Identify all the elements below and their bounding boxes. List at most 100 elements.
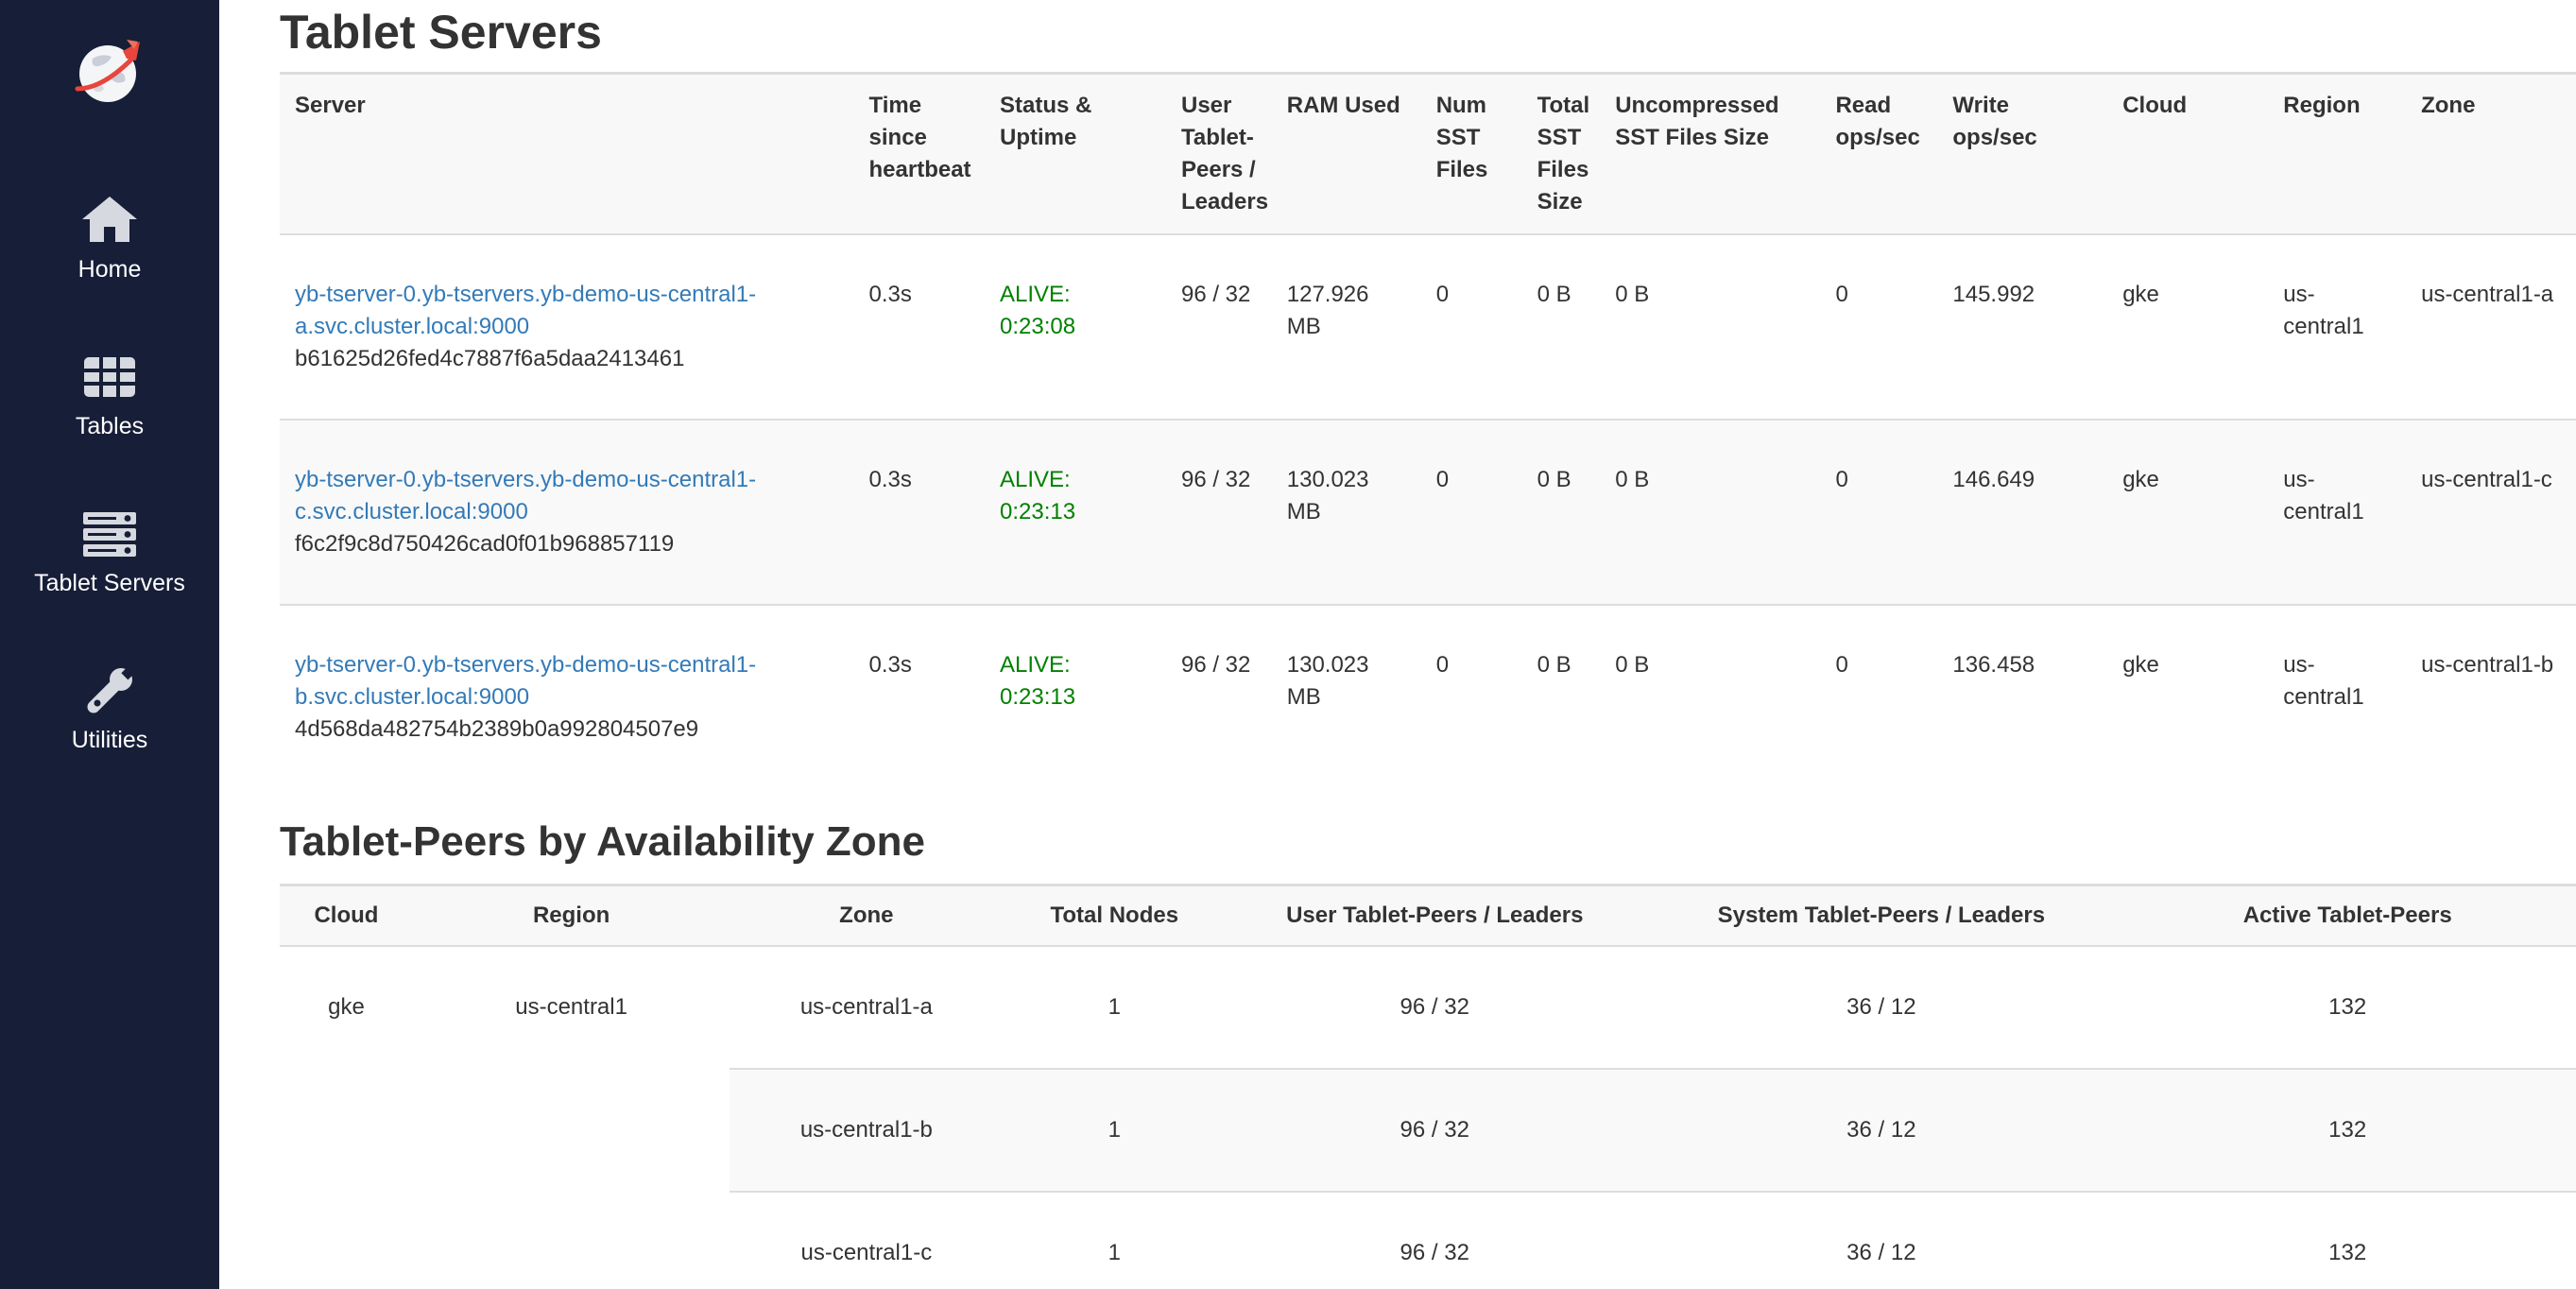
table-header-row: Cloud Region Zone Total Nodes User Table… (280, 885, 2576, 947)
status-badge: ALIVE: 0:23:13 (1000, 652, 1075, 710)
cell-total-sst: 0 B (1522, 420, 1601, 605)
cell-total-nodes: 1 (1003, 1192, 1226, 1289)
tables-icon (80, 348, 139, 406)
cell-total-nodes: 1 (1003, 946, 1226, 1069)
cell-zone: us-central1-b (730, 1069, 1003, 1192)
cell-active-tp: 132 (2119, 946, 2576, 1069)
cell-heartbeat: 0.3s (854, 420, 986, 605)
col-active-tablet-peers: Active Tablet-Peers (2119, 885, 2576, 947)
sidebar: Home Tables (0, 0, 219, 1289)
col-cloud: Cloud (280, 885, 413, 947)
cell-heartbeat: 0.3s (854, 234, 986, 420)
col-server: Server (280, 74, 854, 235)
table-row: yb-tserver-0.yb-tservers.yb-demo-us-cent… (280, 605, 2576, 789)
cell-ram: 130.023 MB (1272, 420, 1421, 605)
col-zone: Zone (2406, 74, 2576, 235)
cell-zone: us-central1-b (2406, 605, 2576, 789)
cell-num-sst: 0 (1421, 420, 1522, 605)
cell-status: ALIVE: 0:23:13 (985, 605, 1166, 789)
sidebar-item-label: Utilities (0, 726, 219, 754)
cell-server: yb-tserver-0.yb-tservers.yb-demo-us-cent… (280, 605, 854, 789)
cell-write-ops: 136.458 (1937, 605, 2107, 789)
cell-cloud: gke (280, 946, 413, 1289)
cell-system-tp: 36 / 12 (1643, 1192, 2119, 1289)
col-user-tablet-peers: User Tablet-Peers / Leaders (1226, 885, 1643, 947)
table-row: yb-tserver-0.yb-tservers.yb-demo-us-cent… (280, 234, 2576, 420)
server-uuid: f6c2f9c8d750426cad0f01b968857119 (295, 528, 839, 560)
col-ram: RAM Used (1272, 74, 1421, 235)
table-row: yb-tserver-0.yb-tservers.yb-demo-us-cent… (280, 420, 2576, 605)
col-zone: Zone (730, 885, 1003, 947)
cell-uncompressed-sst: 0 B (1600, 605, 1820, 789)
main-content: Tablet Servers Server Time since heartbe… (219, 6, 2576, 1289)
col-cloud: Cloud (2107, 74, 2268, 235)
col-system-tablet-peers: System Tablet-Peers / Leaders (1643, 885, 2119, 947)
cell-user-tablet-peers: 96 / 32 (1166, 234, 1272, 420)
az-table: Cloud Region Zone Total Nodes User Table… (280, 884, 2576, 1289)
cell-active-tp: 132 (2119, 1069, 2576, 1192)
cell-total-nodes: 1 (1003, 1069, 1226, 1192)
col-uncompressed-sst: Uncompressed SST Files Size (1600, 74, 1820, 235)
sidebar-item-tables[interactable]: Tables (0, 348, 219, 440)
col-user-tablet-peers: User Tablet-Peers / Leaders (1166, 74, 1272, 235)
cell-ram: 130.023 MB (1272, 605, 1421, 789)
cell-status: ALIVE: 0:23:13 (985, 420, 1166, 605)
col-region: Region (2268, 74, 2406, 235)
cell-region: us-central1 (2268, 420, 2406, 605)
table-row: gke us-central1 us-central1-a 1 96 / 32 … (280, 946, 2576, 1069)
cell-ram: 127.926 MB (1272, 234, 1421, 420)
cell-cloud: gke (2107, 234, 2268, 420)
col-read-ops: Read ops/sec (1820, 74, 1937, 235)
col-total-sst: Total SST Files Size (1522, 74, 1601, 235)
cell-server: yb-tserver-0.yb-tservers.yb-demo-us-cent… (280, 420, 854, 605)
cell-write-ops: 146.649 (1937, 420, 2107, 605)
server-link[interactable]: yb-tserver-0.yb-tservers.yb-demo-us-cent… (295, 467, 756, 524)
cell-zone: us-central1-a (2406, 234, 2576, 420)
sidebar-item-label: Tablet Servers (0, 569, 219, 597)
cell-region: us-central1 (413, 946, 730, 1289)
home-icon (80, 191, 139, 249)
cell-num-sst: 0 (1421, 605, 1522, 789)
sidebar-item-tablet-servers[interactable]: Tablet Servers (0, 505, 219, 597)
sidebar-item-label: Tables (0, 412, 219, 440)
yugabyte-logo-icon[interactable] (64, 26, 155, 117)
col-region: Region (413, 885, 730, 947)
server-link[interactable]: yb-tserver-0.yb-tservers.yb-demo-us-cent… (295, 282, 756, 339)
cell-active-tp: 132 (2119, 1192, 2576, 1289)
server-uuid: 4d568da482754b2389b0a992804507e9 (295, 713, 839, 746)
cell-total-sst: 0 B (1522, 605, 1601, 789)
cell-system-tp: 36 / 12 (1643, 1069, 2119, 1192)
cell-num-sst: 0 (1421, 234, 1522, 420)
cell-user-tp: 96 / 32 (1226, 1069, 1643, 1192)
cell-uncompressed-sst: 0 B (1600, 234, 1820, 420)
cell-server: yb-tserver-0.yb-tservers.yb-demo-us-cent… (280, 234, 854, 420)
tablet-servers-icon (80, 505, 139, 563)
cell-total-sst: 0 B (1522, 234, 1601, 420)
cell-system-tp: 36 / 12 (1643, 946, 2119, 1069)
cell-zone: us-central1-a (730, 946, 1003, 1069)
cell-write-ops: 145.992 (1937, 234, 2107, 420)
cell-read-ops: 0 (1820, 420, 1937, 605)
cell-region: us-central1 (2268, 234, 2406, 420)
cell-region: us-central1 (2268, 605, 2406, 789)
col-num-sst: Num SST Files (1421, 74, 1522, 235)
cell-user-tablet-peers: 96 / 32 (1166, 420, 1272, 605)
cell-cloud: gke (2107, 605, 2268, 789)
cell-cloud: gke (2107, 420, 2268, 605)
sidebar-item-utilities[interactable]: Utilities (0, 662, 219, 754)
cell-status: ALIVE: 0:23:08 (985, 234, 1166, 420)
cell-user-tp: 96 / 32 (1226, 1192, 1643, 1289)
page-title: Tablet Servers (280, 6, 2576, 59)
cell-heartbeat: 0.3s (854, 605, 986, 789)
sidebar-item-home[interactable]: Home (0, 191, 219, 284)
server-link[interactable]: yb-tserver-0.yb-tservers.yb-demo-us-cent… (295, 652, 756, 710)
cell-read-ops: 0 (1820, 605, 1937, 789)
tablet-servers-table: Server Time since heartbeat Status & Upt… (280, 72, 2576, 789)
cell-user-tp: 96 / 32 (1226, 946, 1643, 1069)
status-badge: ALIVE: 0:23:08 (1000, 282, 1075, 339)
cell-zone: us-central1-c (2406, 420, 2576, 605)
sidebar-item-label: Home (0, 255, 219, 284)
utilities-icon (80, 662, 139, 720)
cell-read-ops: 0 (1820, 234, 1937, 420)
section-title-az: Tablet-Peers by Availability Zone (280, 817, 2576, 867)
